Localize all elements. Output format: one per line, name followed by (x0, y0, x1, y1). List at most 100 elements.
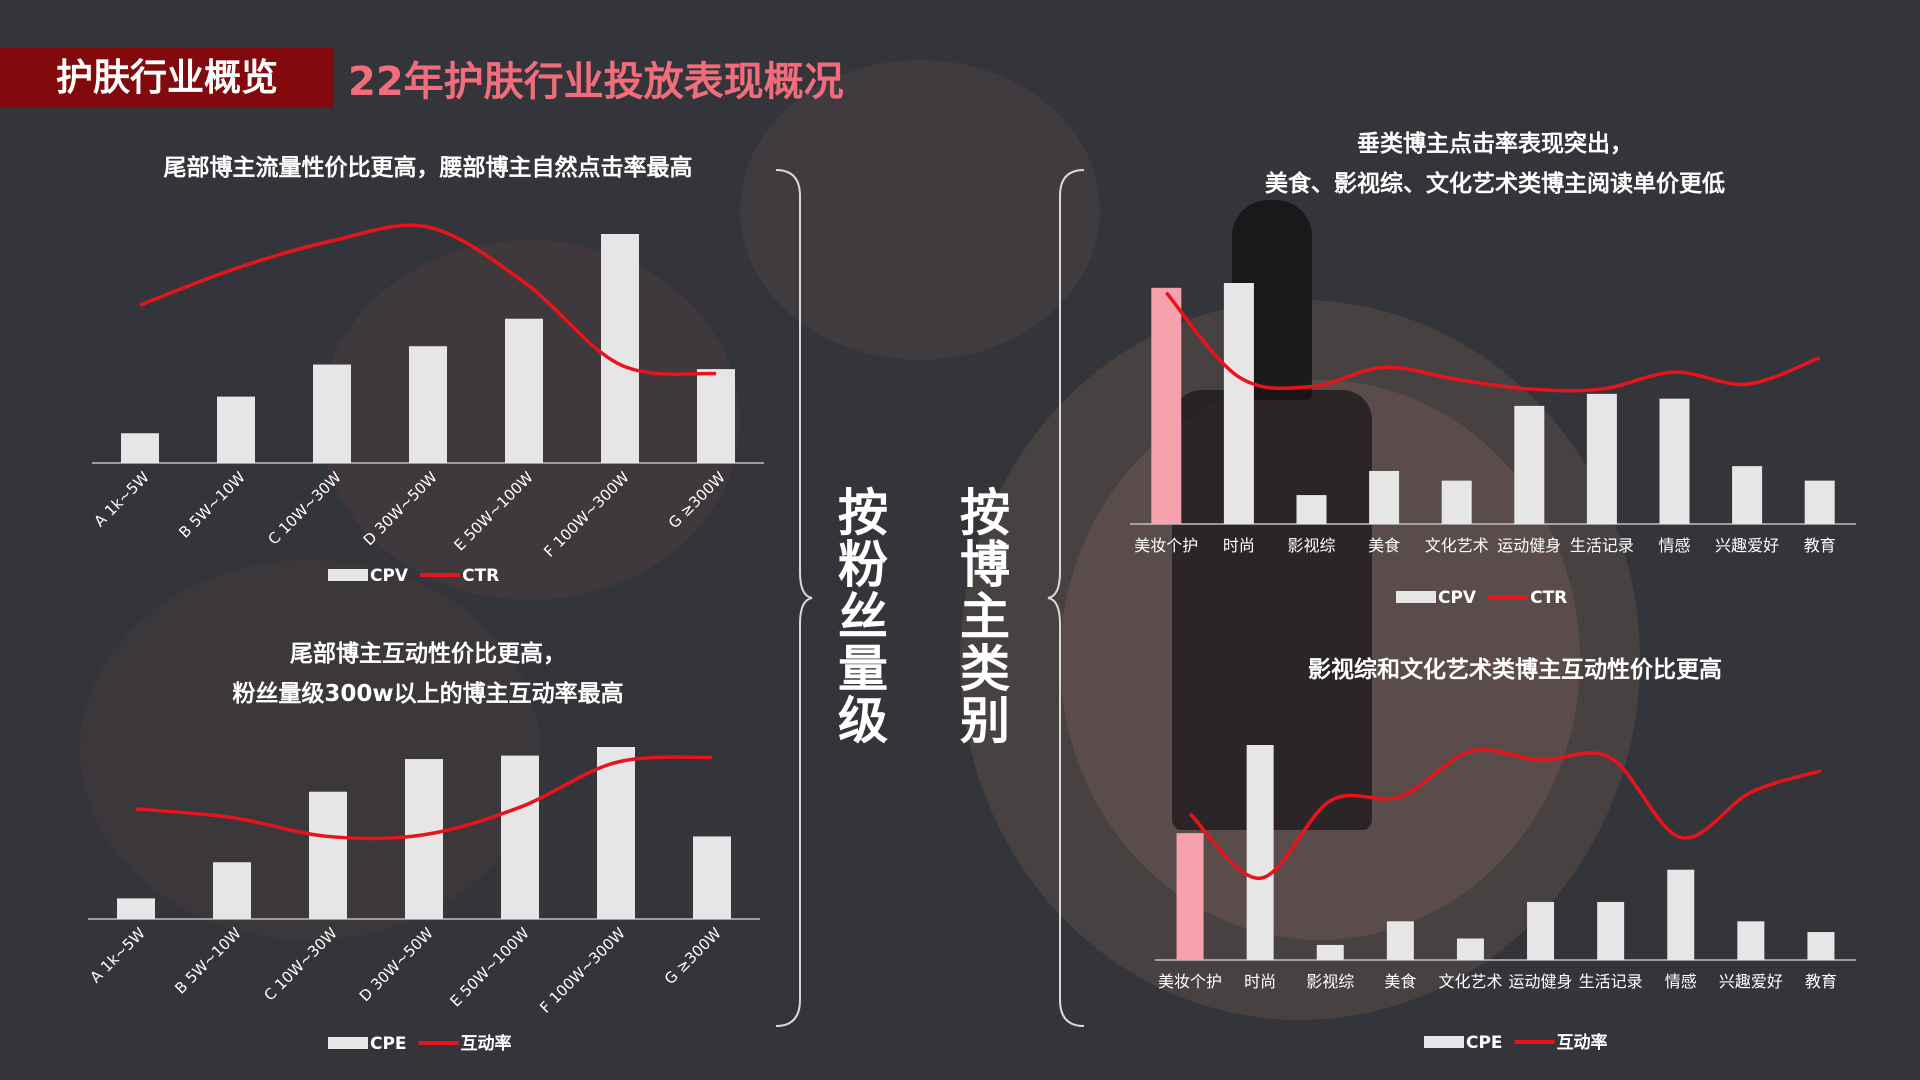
legend-bar-swatch (1424, 1036, 1464, 1048)
chart-heading-line: 垂类博主点击率表现突出， (1357, 131, 1633, 157)
x-tick-label: C 10W~30W (264, 468, 344, 548)
chart-bar (1807, 932, 1835, 960)
x-tick-label: D 30W~50W (356, 924, 437, 1005)
x-tick-label: B 5W~10W (171, 924, 245, 998)
x-tick-label: 运动健身 (1509, 972, 1573, 991)
chart-bar (117, 898, 155, 919)
chart-bar (697, 369, 735, 463)
chart-heading-top-left: 尾部博主流量性价比更高，腰部博主自然点击率最高 (92, 148, 764, 188)
legend-bar-label: CPV (370, 566, 409, 586)
legend-line-label: CTR (1530, 588, 1567, 608)
x-tick-label: 影视综 (1306, 972, 1354, 991)
x-tick-label: 情感 (1665, 972, 1697, 991)
chart-bar (1527, 901, 1555, 960)
x-tick-label: 美妆个护 (1134, 536, 1198, 555)
right-bracket (1047, 169, 1085, 1027)
chart-bar (409, 346, 447, 463)
series-line (1188, 748, 1822, 881)
x-tick-label: 美食 (1368, 536, 1400, 555)
legend-bar-swatch (1396, 591, 1436, 603)
chart-bar (505, 318, 543, 463)
series-line (135, 755, 713, 841)
chart-bar (1732, 466, 1763, 524)
x-tick-label: C 10W~30W (260, 924, 340, 1004)
chart-heading-line: 尾部博主互动性价比更高， (290, 641, 566, 667)
section-tag: 护肤行业概览 (0, 48, 334, 108)
x-tick-label: 时尚 (1244, 972, 1276, 991)
chart-bar (1176, 833, 1204, 960)
chart-bar (1586, 393, 1617, 524)
chart-heading-line: 尾部博主流量性价比更高，腰部博主自然点击率最高 (163, 155, 693, 181)
legend-bar-swatch (328, 569, 368, 581)
chart-bar (597, 747, 635, 919)
x-tick-label: 运动健身 (1497, 536, 1561, 555)
x-tick-label: 生活记录 (1579, 972, 1643, 991)
x-tick-label: E 50W~100W (446, 924, 533, 1011)
legend-line-label: 互动率 (1557, 1032, 1608, 1053)
x-tick-label: G ≥300W (661, 924, 725, 988)
chart-bar (1151, 287, 1182, 524)
legend-bar-label: CPV (1438, 588, 1477, 608)
chart-bar (309, 791, 347, 919)
x-tick-label: 生活记录 (1570, 536, 1634, 555)
chart-heading-bottom-right: 影视综和文化艺术类博主互动性价比更高 (1150, 650, 1880, 690)
x-tick-label: F 100W~300W (536, 924, 629, 1017)
x-tick-label: D 30W~50W (360, 468, 441, 549)
series-line (139, 223, 717, 377)
chart-bar (1804, 480, 1835, 524)
chart-bar (1667, 869, 1695, 960)
x-tick-label: 情感 (1658, 536, 1690, 555)
x-tick-label: 教育 (1805, 972, 1837, 991)
chart-bar (213, 862, 251, 919)
x-tick-label: A 1k~5W (86, 924, 148, 986)
chart-bar (1316, 944, 1344, 960)
chart-bar (1369, 470, 1400, 524)
legend-line-label: CTR (462, 566, 499, 586)
x-tick-label: 美食 (1384, 972, 1416, 991)
legend-line-label: 互动率 (461, 1033, 512, 1054)
chart-bar (121, 433, 159, 463)
legend-bar-label: CPE (1466, 1033, 1503, 1053)
chart-bar (313, 364, 351, 463)
chart-bar (1441, 480, 1472, 524)
chart-bar (1597, 901, 1625, 960)
x-tick-label: A 1k~5W (90, 468, 152, 530)
chart-heading-line: 粉丝量级300w以上的博主互动率最高 (232, 681, 624, 707)
chart-bar (693, 836, 731, 919)
chart-bar (1223, 283, 1254, 524)
label-by-creator-category: 按博主类别 (952, 486, 1010, 746)
chart-bar (1514, 405, 1545, 524)
label-by-follower-tier: 按粉丝量级 (830, 486, 888, 746)
chart-bar (1737, 921, 1765, 960)
x-tick-label: E 50W~100W (450, 468, 537, 555)
chart-bar (1659, 398, 1690, 524)
x-tick-label: 教育 (1804, 536, 1836, 555)
chart-bar (1246, 745, 1274, 960)
chart-bar (501, 755, 539, 919)
x-tick-label: 美妆个护 (1158, 972, 1222, 991)
chart-heading-line: 影视综和文化艺术类博主互动性价比更高 (1308, 657, 1722, 683)
chart-heading-top-right: 垂类博主点击率表现突出， 美食、影视综、文化艺术类博主阅读单价更低 (1130, 124, 1860, 204)
chart-bar (601, 234, 639, 463)
x-tick-label: 兴趣爱好 (1715, 536, 1779, 555)
chart-bar (405, 759, 443, 919)
chart-heading-bottom-left: 尾部博主互动性价比更高， 粉丝量级300w以上的博主互动率最高 (92, 634, 764, 714)
chart-bar (1456, 938, 1484, 960)
left-bracket (775, 169, 813, 1027)
x-tick-label: 文化艺术 (1425, 536, 1489, 555)
legend-bar-label: CPE (370, 1034, 407, 1054)
chart-heading-line: 美食、影视综、文化艺术类博主阅读单价更低 (1265, 171, 1725, 197)
series-line (1164, 291, 1821, 393)
chart-bar (1386, 921, 1414, 960)
x-tick-label: 文化艺术 (1438, 972, 1502, 991)
legend-bar-swatch (328, 1037, 368, 1049)
x-tick-label: F 100W~300W (540, 468, 633, 561)
x-tick-label: 时尚 (1223, 536, 1255, 555)
chart-bar (217, 396, 255, 463)
page-title: 22年护肤行业投放表现概况 (348, 59, 844, 105)
x-tick-label: B 5W~10W (175, 468, 249, 542)
x-tick-label: G ≥300W (665, 468, 729, 532)
x-tick-label: 影视综 (1287, 536, 1335, 555)
x-tick-label: 兴趣爱好 (1719, 972, 1783, 991)
